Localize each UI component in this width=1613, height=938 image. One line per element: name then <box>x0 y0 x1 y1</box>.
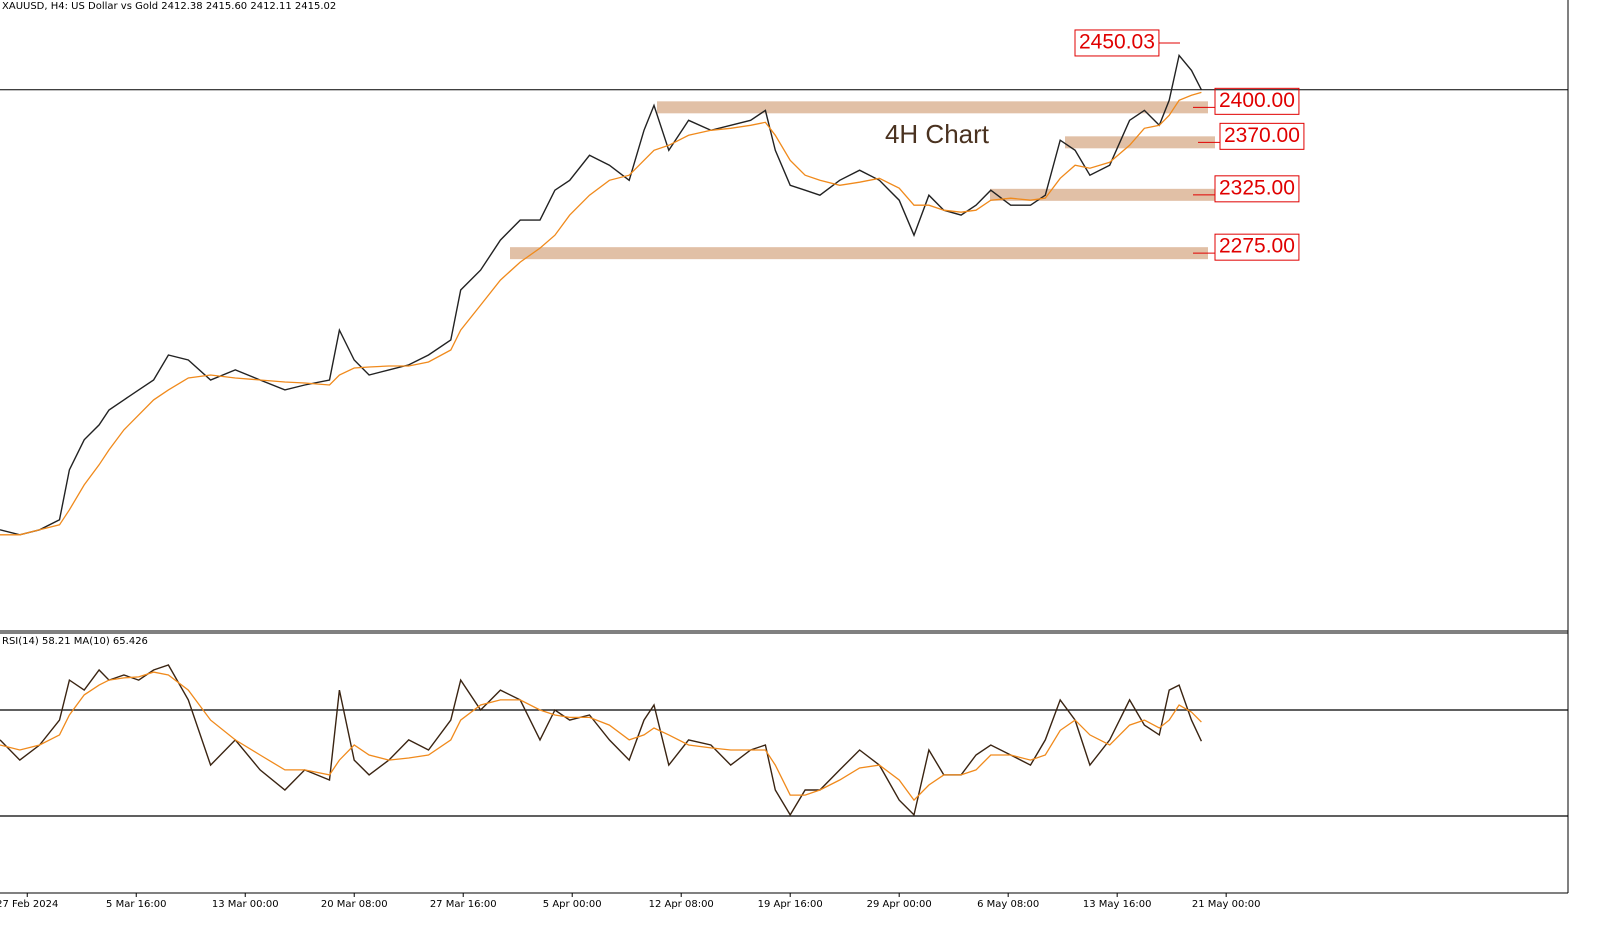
x-tick-label: 12 Apr 08:00 <box>649 899 714 910</box>
x-tick-label: 6 May 08:00 <box>977 899 1039 910</box>
x-tick-label: 27 Feb 2024 <box>0 899 58 910</box>
level-label: 2450.03 <box>1079 31 1155 54</box>
chart-title: XAUUSD, H4: US Dollar vs Gold 2412.38 24… <box>2 1 336 12</box>
series-line <box>0 664 1203 817</box>
x-tick-label: 19 Apr 16:00 <box>758 899 823 910</box>
level-label: 2400.00 <box>1219 89 1295 112</box>
level-label-box <box>1214 233 1300 261</box>
series-line <box>0 53 1203 536</box>
level-label-box <box>1214 87 1300 115</box>
level-label: 2325.00 <box>1219 176 1295 199</box>
x-tick-label: 27 Mar 16:00 <box>430 899 497 910</box>
x-tick-label: 13 May 16:00 <box>1083 899 1152 910</box>
x-tick-label: 29 Apr 00:00 <box>867 899 932 910</box>
level-label-box <box>1219 122 1305 150</box>
series-line <box>0 91 1202 536</box>
x-tick-label: 5 Mar 16:00 <box>106 899 166 910</box>
level-label-box <box>1214 175 1300 203</box>
indicator-title: RSI(14) 58.21 MA(10) 65.426 <box>2 636 148 647</box>
level-label: 2275.00 <box>1219 235 1295 258</box>
x-tick-label: 20 Mar 08:00 <box>321 899 388 910</box>
support-zone <box>657 101 1208 114</box>
level-label: 2370.00 <box>1224 124 1300 147</box>
support-zone <box>510 247 1208 260</box>
x-tick-label: 5 Apr 00:00 <box>543 899 602 910</box>
annotation: 4H Chart <box>885 119 990 149</box>
x-tick-label: 21 May 00:00 <box>1192 899 1261 910</box>
x-tick-label: 13 Mar 00:00 <box>212 899 279 910</box>
support-zone <box>1065 136 1215 149</box>
series-line <box>0 671 1202 802</box>
